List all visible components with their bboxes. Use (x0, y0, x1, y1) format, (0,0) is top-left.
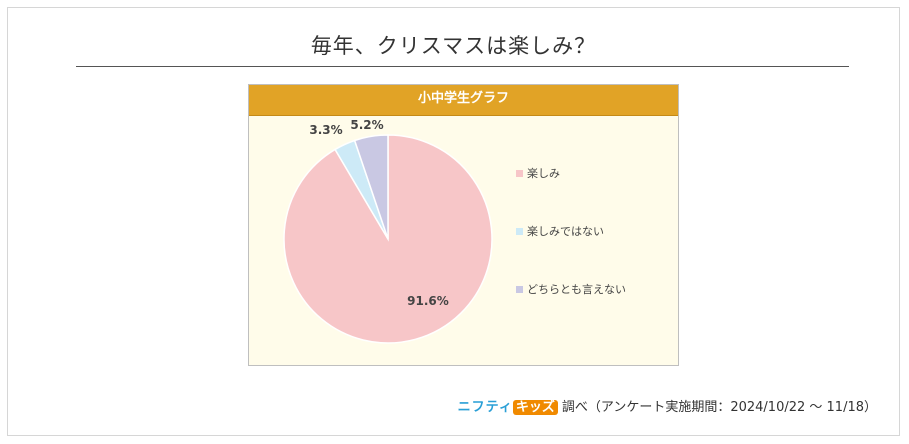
pie-slice-3 (353, 134, 389, 240)
logo-kids: キッズ (512, 400, 558, 415)
legend-swatch (516, 228, 523, 235)
survey-period-text: 調べ（アンケート実施期間：2024/10/22 ～ 11/18） (561, 400, 877, 415)
chart-frame: 毎年、クリスマスは楽しみ？ 小中学生グラフ 91.6% 3.3% 5.2% 楽しみ楽し… (7, 7, 900, 436)
title-divider (76, 66, 849, 67)
chart-panel-header: 小中学生グラフ (249, 85, 678, 116)
legend-item-3: どちらとも言えない (516, 283, 626, 296)
legend-label: 楽しみ (527, 167, 560, 180)
legend-swatch (516, 286, 523, 293)
logo-nifty: ニフティ (457, 400, 513, 415)
data-label-2: 3.3% (309, 123, 342, 137)
legend-label: どちらとも言えない (527, 283, 626, 296)
legend-swatch (516, 170, 523, 177)
legend-item-1: 楽しみ (516, 167, 560, 180)
legend-item-2: 楽しみではない (516, 225, 604, 238)
legend-label: 楽しみではない (527, 225, 604, 238)
page-title: 毎年、クリスマスは楽しみ？ (310, 34, 597, 58)
source-credit: ニフティ キッズ 調べ（アンケート実施期間：2024/10/22 ～ 11/18） (458, 396, 877, 415)
data-label-3: 5.2% (350, 118, 383, 132)
data-label-1: 91.6% (407, 294, 449, 308)
